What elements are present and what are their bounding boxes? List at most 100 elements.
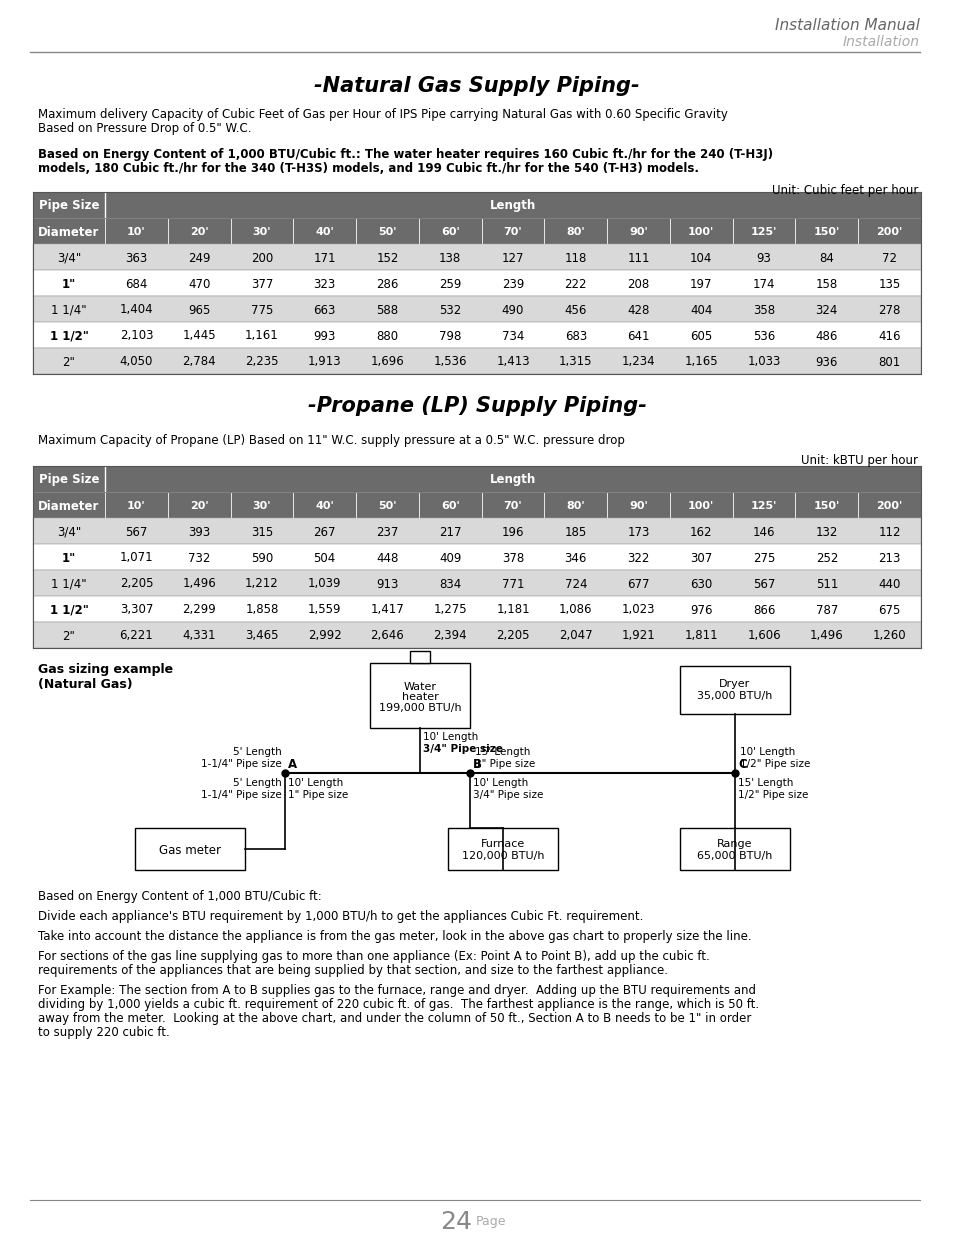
Text: 10' Length: 10' Length [288,778,343,788]
Text: 150': 150' [813,501,839,511]
Text: 20': 20' [190,227,209,237]
Bar [33,517,920,543]
Text: -Propane (LP) Supply Piping-: -Propane (LP) Supply Piping- [307,396,646,416]
Text: 1/2" Pipe size: 1/2" Pipe size [738,790,807,800]
Text: 5' Length: 5' Length [233,778,282,788]
Text: 588: 588 [376,304,398,316]
Text: 775: 775 [251,304,273,316]
Text: 358: 358 [752,304,775,316]
Bar [135,827,245,869]
Text: 1,445: 1,445 [182,330,215,342]
Text: 2,992: 2,992 [308,630,341,642]
Text: Pipe Size: Pipe Size [39,200,99,212]
Text: 4,050: 4,050 [119,356,152,368]
Bar [679,666,789,714]
Text: 323: 323 [314,278,335,290]
Text: Length: Length [489,473,536,487]
Text: 213: 213 [878,552,900,564]
Bar [679,827,789,869]
Text: 200: 200 [251,252,273,264]
Text: 1,404: 1,404 [119,304,153,316]
Text: 120,000 BTU/h: 120,000 BTU/h [461,851,543,861]
Text: 200': 200' [876,501,902,511]
Text: 567: 567 [125,526,148,538]
Text: 567: 567 [752,578,775,590]
Text: 2,235: 2,235 [245,356,278,368]
Text: 80': 80' [566,227,584,237]
Text: 6,221: 6,221 [119,630,153,642]
Text: 1,606: 1,606 [746,630,781,642]
Text: 976: 976 [689,604,712,616]
Text: 880: 880 [376,330,398,342]
Bar [669,492,732,517]
Text: 363: 363 [125,252,148,264]
Text: 787: 787 [815,604,837,616]
Text: 70': 70' [503,227,521,237]
Text: 275: 275 [752,552,775,564]
Text: 511: 511 [815,578,837,590]
Text: 2,205: 2,205 [119,578,153,590]
Text: 1-1/4" Pipe size: 1-1/4" Pipe size [201,790,282,800]
Text: 1,536: 1,536 [433,356,466,368]
Text: dividing by 1,000 yields a cubic ft. requirement of 220 cubic ft. of gas.  The f: dividing by 1,000 yields a cubic ft. req… [38,998,759,1011]
Text: 1,071: 1,071 [119,552,153,564]
Text: 174: 174 [752,278,775,290]
Text: Diameter: Diameter [38,499,99,513]
Text: 10': 10' [127,501,146,511]
Text: 3,307: 3,307 [119,604,152,616]
Text: 286: 286 [375,278,398,290]
Text: 440: 440 [878,578,900,590]
Bar [33,348,920,374]
Bar [33,571,920,597]
Bar [481,492,544,517]
Bar [105,219,168,245]
Text: 90': 90' [629,501,647,511]
Text: 197: 197 [689,278,712,290]
Text: 80': 80' [566,501,584,511]
Text: 185: 185 [564,526,586,538]
Text: 532: 532 [438,304,461,316]
Text: C: C [738,758,746,771]
Text: 10' Length: 10' Length [422,732,477,742]
Text: 663: 663 [314,304,335,316]
Text: 536: 536 [752,330,775,342]
Text: 249: 249 [188,252,211,264]
Text: Maximum Capacity of Propane (LP) Based on 11" W.C. supply pressure at a 0.5" W.C: Maximum Capacity of Propane (LP) Based o… [38,433,624,447]
Text: 2,205: 2,205 [496,630,529,642]
Text: Based on Energy Content of 1,000 BTU/Cubic ft.: The water heater requires 160 Cu: Based on Energy Content of 1,000 BTU/Cub… [38,148,772,161]
Text: 732: 732 [188,552,210,564]
Text: 35,000 BTU/h: 35,000 BTU/h [697,692,772,701]
Text: 111: 111 [627,252,649,264]
Bar [418,219,481,245]
Text: 684: 684 [125,278,148,290]
Text: 1,086: 1,086 [558,604,592,616]
Text: Installation: Installation [842,35,919,49]
Text: 208: 208 [627,278,649,290]
Text: 801: 801 [878,356,900,368]
Text: 404: 404 [689,304,712,316]
Text: 60': 60' [440,501,459,511]
Text: 683: 683 [564,330,586,342]
Text: For sections of the gas line supplying gas to more than one appliance (Ex: Point: For sections of the gas line supplying g… [38,950,709,963]
Text: 630: 630 [689,578,712,590]
Bar [858,219,920,245]
Text: Take into account the distance the appliance is from the gas meter, look in the : Take into account the distance the appli… [38,930,751,944]
Text: 1": 1" [62,552,76,564]
Text: 3/4" Pipe size: 3/4" Pipe size [422,743,502,755]
Bar [606,219,669,245]
Text: B: B [473,758,481,771]
Text: 1" Pipe size: 1" Pipe size [475,760,535,769]
Bar [858,492,920,517]
Text: Water: Water [403,683,436,693]
Bar [33,296,920,322]
Text: Installation Manual: Installation Manual [774,19,919,33]
Text: heater: heater [401,693,438,703]
Bar [410,651,430,663]
Text: 409: 409 [438,552,461,564]
Text: 378: 378 [501,552,523,564]
Text: 428: 428 [627,304,649,316]
Text: 30': 30' [253,501,271,511]
Text: 173: 173 [627,526,649,538]
Text: 936: 936 [815,356,837,368]
Text: 10': 10' [127,227,146,237]
